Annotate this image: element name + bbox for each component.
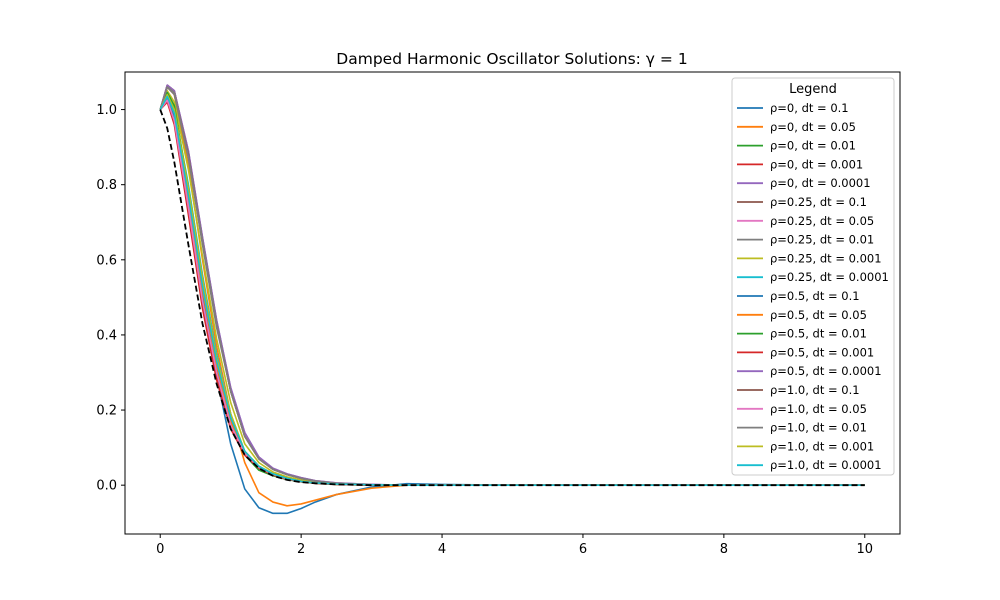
- legend-label-3: ρ=0, dt = 0.001: [770, 157, 863, 171]
- series-line-19: [159, 95, 865, 486]
- legend-label-16: ρ=1.0, dt = 0.05: [770, 402, 867, 416]
- y-tick-label: 0.6: [96, 253, 117, 268]
- y-tick-label: 0.2: [96, 404, 117, 419]
- x-tick-label: 8: [720, 542, 728, 557]
- legend-label-19: ρ=1.0, dt = 0.0001: [770, 458, 882, 472]
- legend-label-17: ρ=1.0, dt = 0.01: [770, 421, 867, 435]
- legend-label-4: ρ=0, dt = 0.0001: [770, 176, 871, 190]
- reference-dashed-line: [159, 109, 865, 487]
- legend-label-14: ρ=0.5, dt = 0.0001: [770, 364, 882, 378]
- legend-box: [731, 77, 895, 476]
- legend-label-1: ρ=0, dt = 0.05: [770, 120, 856, 134]
- legend-label-13: ρ=0.5, dt = 0.001: [770, 345, 874, 359]
- plot-lines: [159, 84, 865, 515]
- legend: Legend ρ=0, dt = 0.1ρ=0, dt = 0.05ρ=0, d…: [731, 77, 895, 476]
- legend-label-5: ρ=0.25, dt = 0.1: [770, 195, 867, 209]
- x-tick-label: 4: [438, 542, 446, 557]
- y-tick-label: 0.4: [96, 328, 117, 343]
- x-tick-label: 0: [156, 542, 164, 557]
- legend-label-2: ρ=0, dt = 0.01: [770, 139, 856, 153]
- legend-label-11: ρ=0.5, dt = 0.05: [770, 308, 867, 322]
- legend-label-0: ρ=0, dt = 0.1: [770, 101, 849, 115]
- legend-label-8: ρ=0.25, dt = 0.001: [770, 251, 882, 265]
- chart-title: Damped Harmonic Oscillator Solutions: γ …: [336, 50, 687, 68]
- legend-title: Legend: [789, 82, 837, 97]
- legend-label-18: ρ=1.0, dt = 0.001: [770, 439, 874, 453]
- y-tick-label: 0.0: [96, 479, 117, 494]
- legend-label-10: ρ=0.5, dt = 0.1: [770, 289, 860, 303]
- legend-label-12: ρ=0.5, dt = 0.01: [770, 327, 867, 341]
- y-axis: 0.0 0.2 0.4 0.6 0.8 1.0: [96, 103, 125, 494]
- legend-items: ρ=0, dt = 0.1 ρ=0, dt = 0.05 ρ=0, dt = 0.0…: [737, 101, 889, 472]
- y-tick-label: 1.0: [96, 103, 117, 118]
- legend-label-6: ρ=0.25, dt = 0.05: [770, 214, 874, 228]
- plot-frame: [124, 71, 901, 535]
- legend-label-15: ρ=1.0, dt = 0.1: [770, 383, 860, 397]
- legend-label-7: ρ=0.25, dt = 0.01: [770, 233, 874, 247]
- x-axis: 0 2 4 6 8 10: [156, 534, 873, 557]
- x-tick-label: 6: [579, 542, 587, 557]
- x-tick-label: 2: [297, 542, 305, 557]
- legend-label-9: ρ=0.25, dt = 0.0001: [770, 270, 889, 284]
- y-tick-label: 0.8: [96, 178, 117, 193]
- x-tick-label: 10: [856, 542, 873, 557]
